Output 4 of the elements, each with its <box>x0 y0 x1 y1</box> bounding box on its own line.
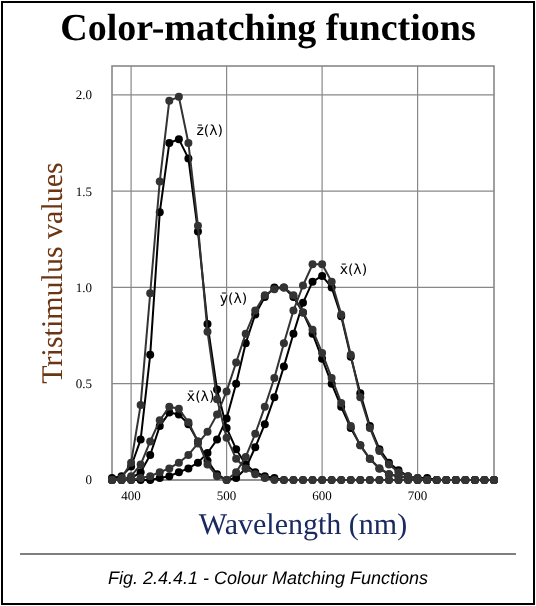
y-axis-title: Tristimulus values <box>38 161 70 384</box>
chart-title: Color-matching functions <box>60 8 476 50</box>
caption: Fig. 2.4.4.1 - Colour Matching Functions <box>107 568 430 588</box>
x-axis-title: Wavelength (nm) <box>198 510 408 542</box>
